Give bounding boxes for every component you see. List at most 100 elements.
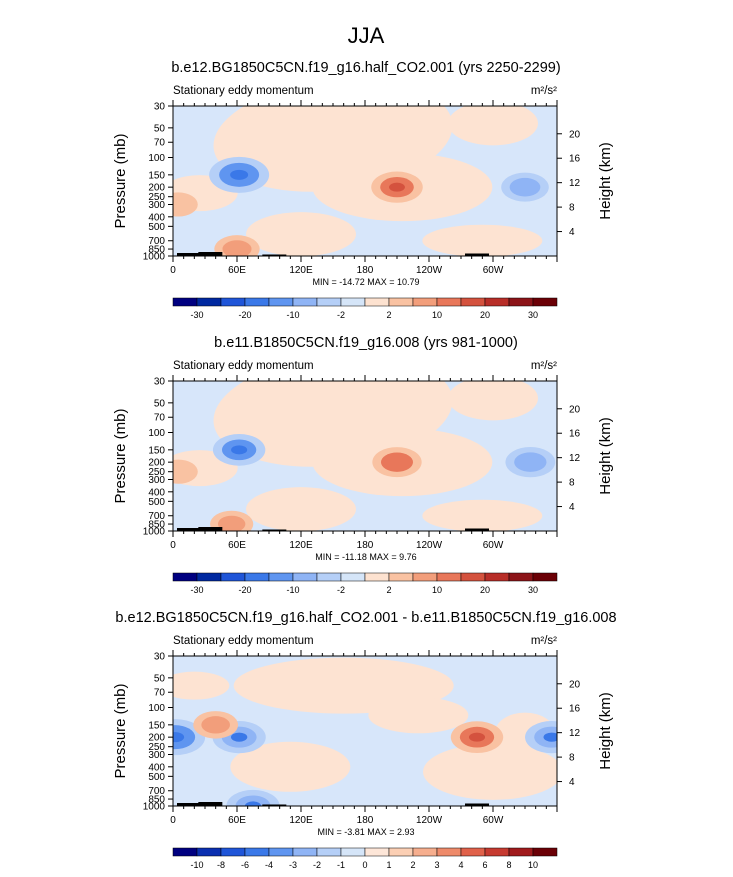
topography [198,252,223,256]
positive-region [173,671,230,700]
colorbar-box [364,847,390,857]
chart-panel-2: b.e11.B1850C5CN.f19_g16.008 (yrs 981-100… [112,335,614,595]
y-tick-label: 200 [148,733,165,744]
colorbar-box [316,847,342,857]
y-tick-right-label: 12 [569,453,581,464]
y-tick-label: 70 [154,138,166,149]
y-tick-label: 100 [148,703,165,714]
y-tick-label: 700 [148,786,165,797]
x-tick-label: 60E [228,815,246,826]
y-tick-right-label: 4 [569,502,575,513]
y-tick-label: 30 [154,377,166,388]
colorbar-label: 6 [482,860,487,870]
positive-region [368,697,469,734]
colorbar-label: 3 [434,860,439,870]
colorbar-label: 10 [528,860,538,870]
y-tick-label: 850 [148,795,165,806]
colorbar-label: 8 [506,860,511,870]
panel-subtitle: Stationary eddy momentum [173,360,314,372]
y-tick-label: 50 [154,673,166,684]
units-label: m²/s² [531,635,557,647]
positive-region [423,743,557,800]
colorbar-box [484,847,510,857]
x-tick-label: 60W [483,265,504,276]
x-tick-label: 60W [483,815,504,826]
y-tick-right-label: 12 [569,178,581,189]
feature-peak [230,169,249,180]
feature-core [217,515,246,531]
colorbar-label: -2 [337,585,345,595]
y-tick-label: 1000 [143,802,166,813]
field [173,106,557,256]
units-label: m²/s² [531,360,557,372]
y-tick-label: 1000 [143,527,166,538]
feature-peak [244,801,262,806]
y-tick-label: 700 [148,236,165,247]
y-tick-label: 250 [148,742,165,753]
colorbar-box [220,297,246,307]
topography [262,804,287,806]
positive-region [230,741,351,792]
colorbar-label: -20 [238,585,251,595]
feature-core [173,464,191,480]
colorbar-label: -30 [190,585,203,595]
y-tick-right-label: 4 [569,227,575,238]
x-tick-label: 120E [289,265,313,276]
y-tick-label: 300 [148,200,165,211]
y-tick-label: 30 [154,652,166,663]
colorbar-label: 30 [528,310,538,320]
positive-region [246,212,356,256]
colorbar-label: 20 [480,310,490,320]
y-tick-label: 500 [148,772,165,783]
feature-peak [389,182,405,192]
panel-title: b.e11.B1850C5CN.f19_g16.008 (yrs 981-100… [214,335,518,351]
y-tick-label: 100 [148,428,165,439]
y-tick-label: 150 [148,170,165,181]
field [173,656,557,806]
y-tick-right-label: 8 [569,203,575,214]
feature-core [514,452,547,472]
y-tick-label: 400 [148,487,165,498]
colorbar-label: -2 [337,310,345,320]
colorbar-label: -10 [190,860,203,870]
feature-peak [231,445,248,455]
topography [465,528,489,531]
colorbar-box [196,847,222,857]
colorbar-label: -6 [241,860,249,870]
y-tick-right-label: 20 [569,404,581,415]
y-tick-label: 700 [148,511,165,522]
x-tick-label: 0 [170,815,176,826]
y-tick-label: 500 [148,222,165,233]
y-tick-label: 400 [148,762,165,773]
topography [262,254,287,256]
feature-core [235,795,271,806]
colorbar-box [340,847,366,857]
y-axis-right-label: Height (km) [597,692,614,770]
positive-region [448,106,538,146]
colorbar-box [172,847,198,857]
colorbar-box [220,572,246,582]
colorbar-box [460,297,486,307]
feature-core [509,177,541,197]
x-tick-label: 0 [170,540,176,551]
y-tick-right-label: 20 [569,129,581,140]
colorbar-label: -4 [265,860,273,870]
colorbar-box [292,297,318,307]
colorbar-box [244,847,270,857]
colorbar-label: 4 [458,860,463,870]
colorbar-box [436,297,462,307]
colorbar-box [436,847,462,857]
topography [465,253,489,256]
x-tick-label: 120W [416,265,443,276]
feature-core [173,197,191,212]
colorbar-box [532,572,558,582]
x-tick-label: 60W [483,540,504,551]
colorbar-box [508,297,534,307]
y-tick-label: 500 [148,497,165,508]
colorbar-box [484,297,510,307]
x-tick-label: 180 [357,540,374,551]
colorbar-box [508,847,534,857]
y-axis-label: Pressure (mb) [112,683,129,778]
colorbar-box [364,572,390,582]
min-max-label: MIN = -3.81 MAX = 2.93 [317,827,414,837]
